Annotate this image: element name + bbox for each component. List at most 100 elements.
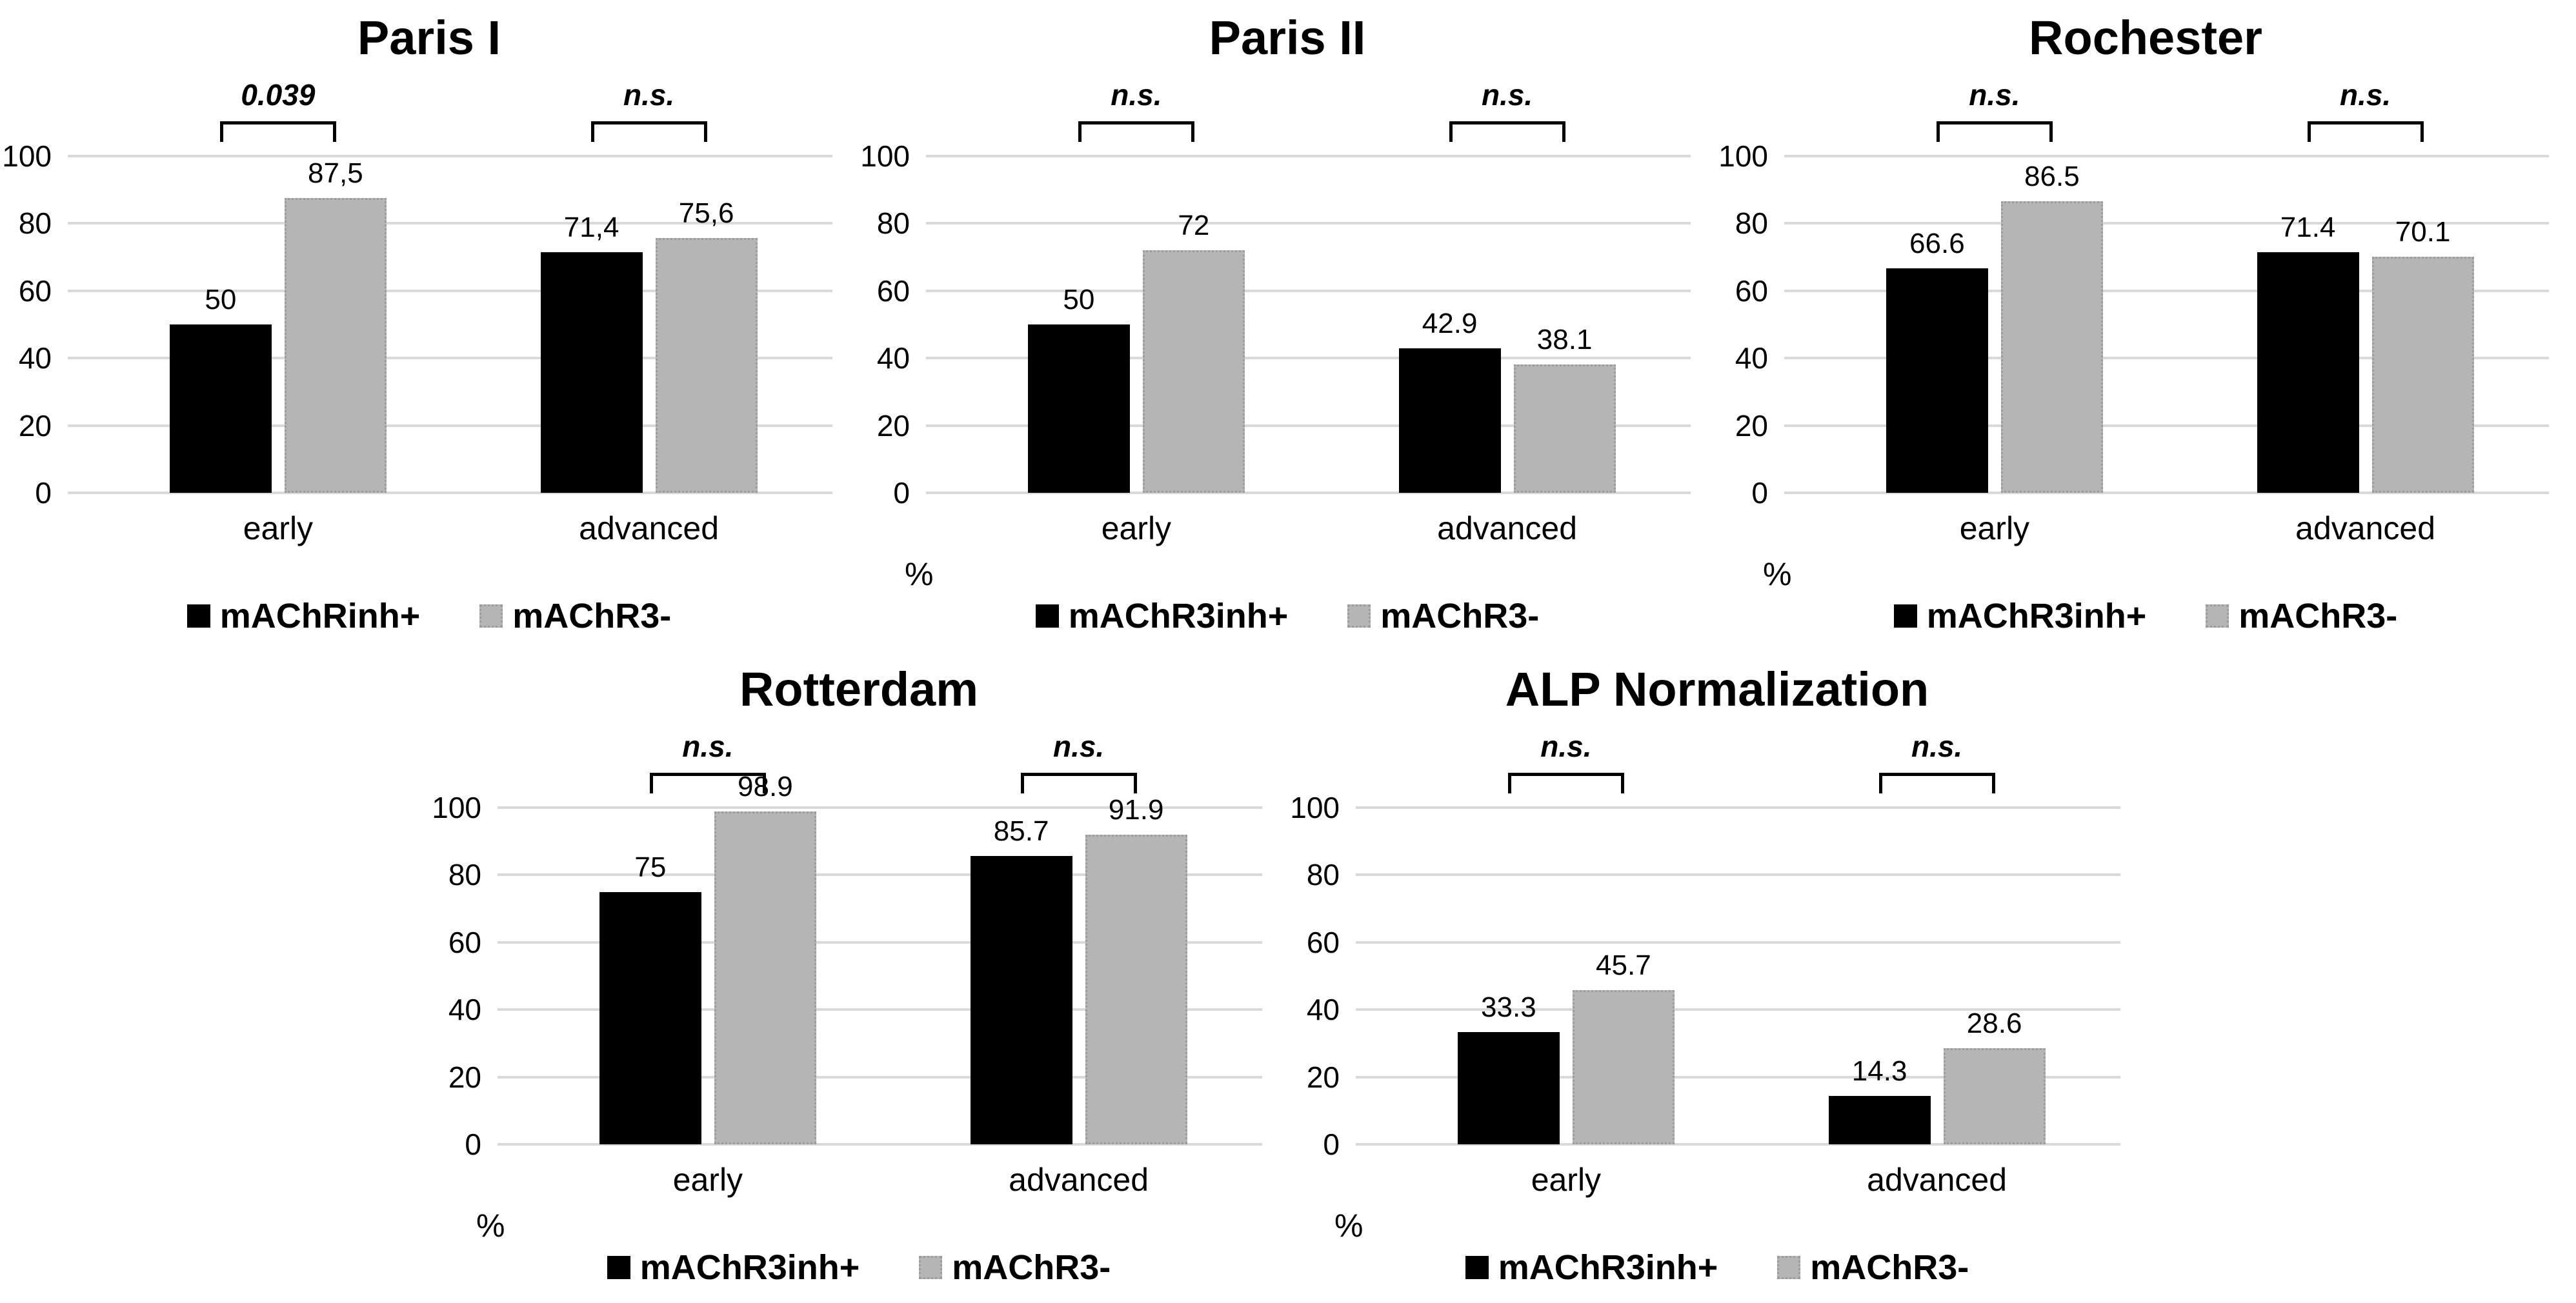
y-tick-label: 60 xyxy=(1306,925,1340,959)
significance-bracket xyxy=(1936,121,2053,142)
chart-row-top: Paris I 100 80 60 40 20 0 50 87,5 0.039 71,4 75,6… xyxy=(0,0,2575,652)
gridline xyxy=(1356,940,2120,944)
x-axis: early advanced xyxy=(68,510,832,550)
gridline xyxy=(68,155,832,157)
y-tick-label: 60 xyxy=(1735,274,1768,308)
gridline xyxy=(68,289,832,292)
y-tick-label: 0 xyxy=(1323,1128,1340,1161)
y-tick-label: 40 xyxy=(1735,341,1768,375)
legend: mAChR3inh+ mAChR3- xyxy=(1716,596,2575,636)
chart-alp-normalization: ALP Normalization 100 80 60 40 20 0 33.3 45.7 n… xyxy=(1288,652,2146,1303)
chart-title: Paris II xyxy=(1209,11,1366,65)
bar-value-label: 42.9 xyxy=(1422,308,1478,340)
gray-series-swatch-icon xyxy=(919,1256,943,1279)
significance-label: n.s. xyxy=(682,730,734,763)
bar-machr3inh-early xyxy=(1886,268,1988,493)
significance-label: n.s. xyxy=(1111,78,1162,112)
legend-item-machrinh: mAChRinh+ xyxy=(186,596,421,636)
bar-value-label: 45.7 xyxy=(1596,950,1651,982)
legend-item-machr3: mAChR3- xyxy=(1347,596,1539,636)
gridline xyxy=(926,155,1691,157)
legend-item-machr3inh: mAChR3inh+ xyxy=(1465,1248,1718,1288)
gridline xyxy=(1356,1008,2120,1011)
y-axis: 100 80 60 40 20 0 xyxy=(1288,791,1347,1161)
percent-unit-label: % xyxy=(476,1208,505,1244)
gridline xyxy=(498,873,1262,877)
y-tick-label: 0 xyxy=(465,1128,481,1161)
bar-value-label: 50 xyxy=(1063,284,1095,315)
chart-paris-i: Paris I 100 80 60 40 20 0 50 87,5 0.039 71,4 75,6… xyxy=(0,0,858,652)
percent-unit-label xyxy=(46,556,858,593)
y-tick-label: 80 xyxy=(1306,858,1340,892)
significance-label: n.s. xyxy=(623,78,675,112)
bar-machrinh-early xyxy=(169,324,272,493)
plot-grid: 50 72 n.s. 42.9 38.1 n.s. xyxy=(926,78,1691,494)
bar-value-label: 87,5 xyxy=(308,157,363,190)
bar-value-label: 28.6 xyxy=(1966,1007,2022,1039)
plot-grid: 33.3 45.7 n.s. 14.3 28.6 n.s. xyxy=(1356,730,2120,1146)
significance-bracket xyxy=(2307,121,2424,142)
y-axis: 100 80 60 40 20 0 xyxy=(430,791,489,1161)
legend: mAChRinh+ mAChR3- xyxy=(0,596,858,636)
chart-title: Paris I xyxy=(357,11,501,65)
y-tick-label: 100 xyxy=(432,791,481,824)
black-series-swatch-icon xyxy=(1893,604,1917,628)
legend-item-machr3: mAChR3- xyxy=(479,596,671,636)
gridline xyxy=(926,289,1691,292)
bar-value-label: 70.1 xyxy=(2395,216,2451,248)
y-tick-label: 60 xyxy=(876,274,910,308)
bar-machr3-advanced xyxy=(655,238,758,493)
y-tick-label: 80 xyxy=(1735,206,1768,241)
significance-label: n.s. xyxy=(1540,730,1592,763)
significance-label: n.s. xyxy=(1481,78,1533,112)
black-series-swatch-icon xyxy=(607,1256,630,1279)
gridline xyxy=(1784,289,2549,292)
legend-item-machr3inh: mAChR3inh+ xyxy=(1035,596,1288,636)
legend-item-machr3: mAChR3- xyxy=(1777,1248,1969,1288)
x-category-label: early xyxy=(243,510,314,546)
x-category-label: advanced xyxy=(1009,1162,1149,1198)
gridline xyxy=(1784,424,2549,427)
y-tick-label: 40 xyxy=(876,341,910,375)
gridline xyxy=(926,424,1691,427)
plot-area: 100 80 60 40 20 0 50 87,5 0.039 71,4 75,6 n.s. xyxy=(2,78,832,510)
gridline xyxy=(68,357,832,360)
legend-label: mAChR3inh+ xyxy=(639,1248,860,1287)
gridline xyxy=(1784,492,2549,494)
gridline xyxy=(498,1075,1262,1079)
bar-value-label: 72 xyxy=(1178,210,1210,242)
gridline xyxy=(68,424,832,427)
legend-label: mAChRinh+ xyxy=(219,597,421,635)
x-axis: early advanced xyxy=(498,1161,1262,1201)
legend: mAChR3inh+ mAChR3- xyxy=(430,1248,1288,1288)
bar-value-label: 33.3 xyxy=(1481,991,1536,1024)
gridline xyxy=(1784,222,2549,225)
y-tick-label: 20 xyxy=(448,1060,481,1094)
gridline xyxy=(498,1143,1262,1146)
significance-label: n.s. xyxy=(1052,730,1105,763)
gridline xyxy=(498,1008,1262,1011)
x-axis: early advanced xyxy=(1784,510,2549,550)
y-tick-label: 80 xyxy=(448,858,481,892)
legend-label: mAChR3- xyxy=(1810,1248,1969,1287)
legend: mAChR3inh+ mAChR3- xyxy=(1288,1248,2146,1288)
black-series-swatch-icon xyxy=(186,604,210,628)
gridline xyxy=(1356,873,2120,877)
y-axis: 100 80 60 40 20 0 xyxy=(1716,139,1776,510)
y-tick-label: 40 xyxy=(448,993,481,1027)
bar-machr3-advanced xyxy=(1943,1048,2046,1144)
bar-value-label: 86.5 xyxy=(2024,161,2080,193)
chart-title: Rotterdam xyxy=(739,662,979,716)
bar-machr3-advanced xyxy=(2371,257,2474,493)
black-series-swatch-icon xyxy=(1465,1256,1489,1279)
y-tick-label: 20 xyxy=(876,408,910,443)
gridline xyxy=(926,357,1691,360)
bar-machr3-early xyxy=(2000,201,2103,493)
gray-series-swatch-icon xyxy=(479,604,503,628)
bar-machr3-advanced xyxy=(1513,364,1616,493)
legend-item-machr3: mAChR3- xyxy=(2206,596,2397,636)
x-axis: early advanced xyxy=(1356,1161,2120,1201)
gridline xyxy=(498,806,1262,809)
chart-row-bottom: Rotterdam 100 80 60 40 20 0 75 98.9 n.s. 85.7 91.… xyxy=(0,652,2576,1303)
bar-machr3-early xyxy=(284,198,387,493)
